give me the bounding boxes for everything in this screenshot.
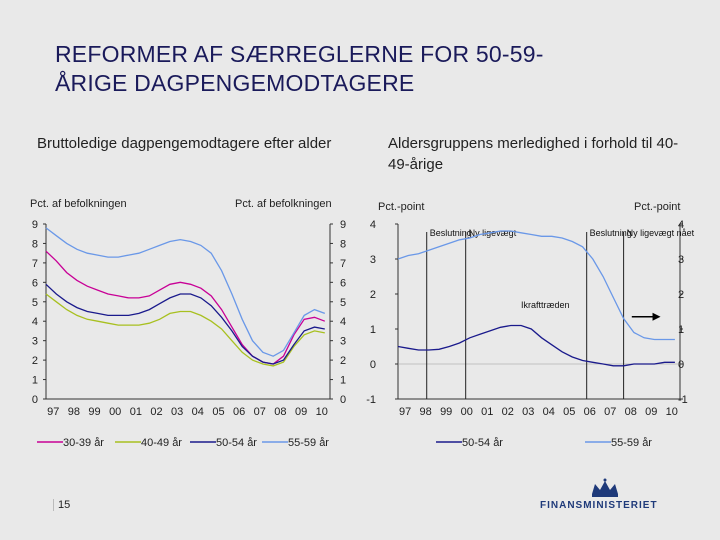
chart-0-xtick-label: 06 [233,406,245,418]
chart-1-ytick-label-left: -1 [366,394,376,406]
page-number: 15 [53,499,70,511]
chart-1-xtick-label: 02 [502,406,514,418]
chart-0-ylabel-right: Pct. af befolkningen [235,198,332,210]
chart-1-ytick-label-right: 2 [678,289,684,301]
chart-1-ytick-label-left: 0 [370,359,376,371]
chart-1-xtick-label: 01 [481,406,493,418]
crown-icon [592,478,618,497]
logo-text: FINANSMINISTERIET [540,500,658,511]
chart-0-ytick-label-left: 7 [32,258,38,270]
chart-0-ytick-label-right: 6 [340,277,346,289]
chart-1-xtick-label: 99 [440,406,452,418]
title-line-1: REFORMER AF SÆRREGLERNE FOR 50-59- [55,41,544,67]
chart-0-legend-label: 50-54 år [216,437,257,449]
right-chart-title: Aldersgruppens merledighed i forhold til… [388,135,679,173]
chart-1-ytick-label-right: -1 [678,394,688,406]
chart-0-ytick-label-left: 1 [32,375,38,387]
chart-1-xtick-label: 00 [461,406,473,418]
chart-0-xtick-label: 01 [130,406,142,418]
chart-0-ytick-label-left: 2 [32,355,38,367]
chart-0-xtick-label: 03 [171,406,183,418]
chart-1-ytick-label-right: 0 [678,359,684,371]
chart-0-xtick-label: 00 [109,406,121,418]
chart-1-xtick-label: 98 [420,406,432,418]
chart-0-legend-label: 30-39 år [63,437,104,449]
chart-1-xtick-label: 03 [522,406,534,418]
chart-1-xtick-label: 97 [399,406,411,418]
chart-1-arrow-head [652,312,661,321]
chart-0-series-line [45,250,326,365]
left-chart-title: Bruttoledige dagpengemodtagere efter ald… [37,135,332,152]
chart-0-ytick-label-left: 0 [32,394,38,406]
chart-1-legend-label: 55-59 år [611,437,652,449]
chart-0-ytick-label-right: 1 [340,375,346,387]
chart-1-xtick-label: 09 [645,406,657,418]
chart-0-ytick-label-right: 8 [340,238,346,250]
chart-0-ytick-label-left: 6 [32,277,38,289]
chart-1-xtick-label: 05 [563,406,575,418]
chart-1-ylabel-left: Pct.-point [378,201,424,213]
chart-0-series-line [45,283,325,365]
chart-1-annotation: Beslutning [430,228,472,238]
chart-0-ylabel-left: Pct. af befolkningen [30,198,127,210]
chart-0-ytick-label-left: 9 [32,219,38,231]
logo: FINANSMINISTERIET [540,476,670,516]
chart-1-series-line [397,230,675,341]
chart-1-ytick-label-left: 4 [370,219,376,231]
chart-0-xtick-label: 04 [192,406,204,418]
chart-1-ytick-label-right: 3 [678,254,684,266]
chart-0-xtick-label: 08 [274,406,286,418]
chart-0-ytick-label-right: 2 [340,355,346,367]
chart-1-xtick-label: 08 [625,406,637,418]
chart-1-ytick-label-right: 4 [678,219,684,231]
chart-0-xtick-label: 05 [212,406,224,418]
chart-0-ytick-label-left: 5 [32,297,38,309]
chart-0-xtick-label: 02 [150,406,162,418]
chart-0-series-line [45,293,325,367]
chart-0-series-line [45,227,326,357]
chart-0-ytick-label-right: 3 [340,336,346,348]
chart-1-xtick-label: 04 [543,406,555,418]
chart-0-xtick-label: 10 [316,406,328,418]
chart-0-legend-label: 55-59 år [288,437,329,449]
chart-1-series-line [397,324,675,367]
title-line-2: ÅRIGE DAGPENGEMODTAGERE [55,70,415,96]
chart-0-ytick-label-left: 3 [32,336,38,348]
chart-0-ytick-label-right: 0 [340,394,346,406]
chart-0-ytick-label-left: 4 [32,316,38,328]
chart-1-ytick-label-left: 3 [370,254,376,266]
chart-0-ytick-label-right: 9 [340,219,346,231]
chart-1-ytick-label-right: 1 [678,324,684,336]
chart-1-xtick-label: 06 [584,406,596,418]
chart-0-legend-label: 40-49 år [141,437,182,449]
chart-1-xtick-label: 10 [666,406,678,418]
chart-1-annotation: Ikrafttræden [521,300,570,310]
chart-1-ytick-label-left: 2 [370,289,376,301]
chart-0-xtick-label: 99 [88,406,100,418]
chart-1-ytick-label-left: 1 [370,324,376,336]
chart-0-ytick-label-left: 8 [32,238,38,250]
chart-0-ytick-label-right: 4 [340,316,346,328]
chart-1-annotation: Ny ligevægt nået [627,228,695,238]
chart-1-legend-label: 50-54 år [462,437,503,449]
chart-0-ytick-label-right: 5 [340,297,346,309]
chart-0-xtick-label: 09 [295,406,307,418]
chart-0-xtick-label: 98 [68,406,80,418]
chart-0-xtick-label: 07 [254,406,266,418]
chart-0-xtick-label: 97 [47,406,59,418]
chart-1-ylabel-right: Pct.-point [634,201,680,213]
chart-1-xtick-label: 07 [604,406,616,418]
slide-title: REFORMER AF SÆRREGLERNE FOR 50-59- ÅRIGE… [55,40,655,98]
chart-1-annotation: Beslutning [590,228,632,238]
chart-0-ytick-label-right: 7 [340,258,346,270]
